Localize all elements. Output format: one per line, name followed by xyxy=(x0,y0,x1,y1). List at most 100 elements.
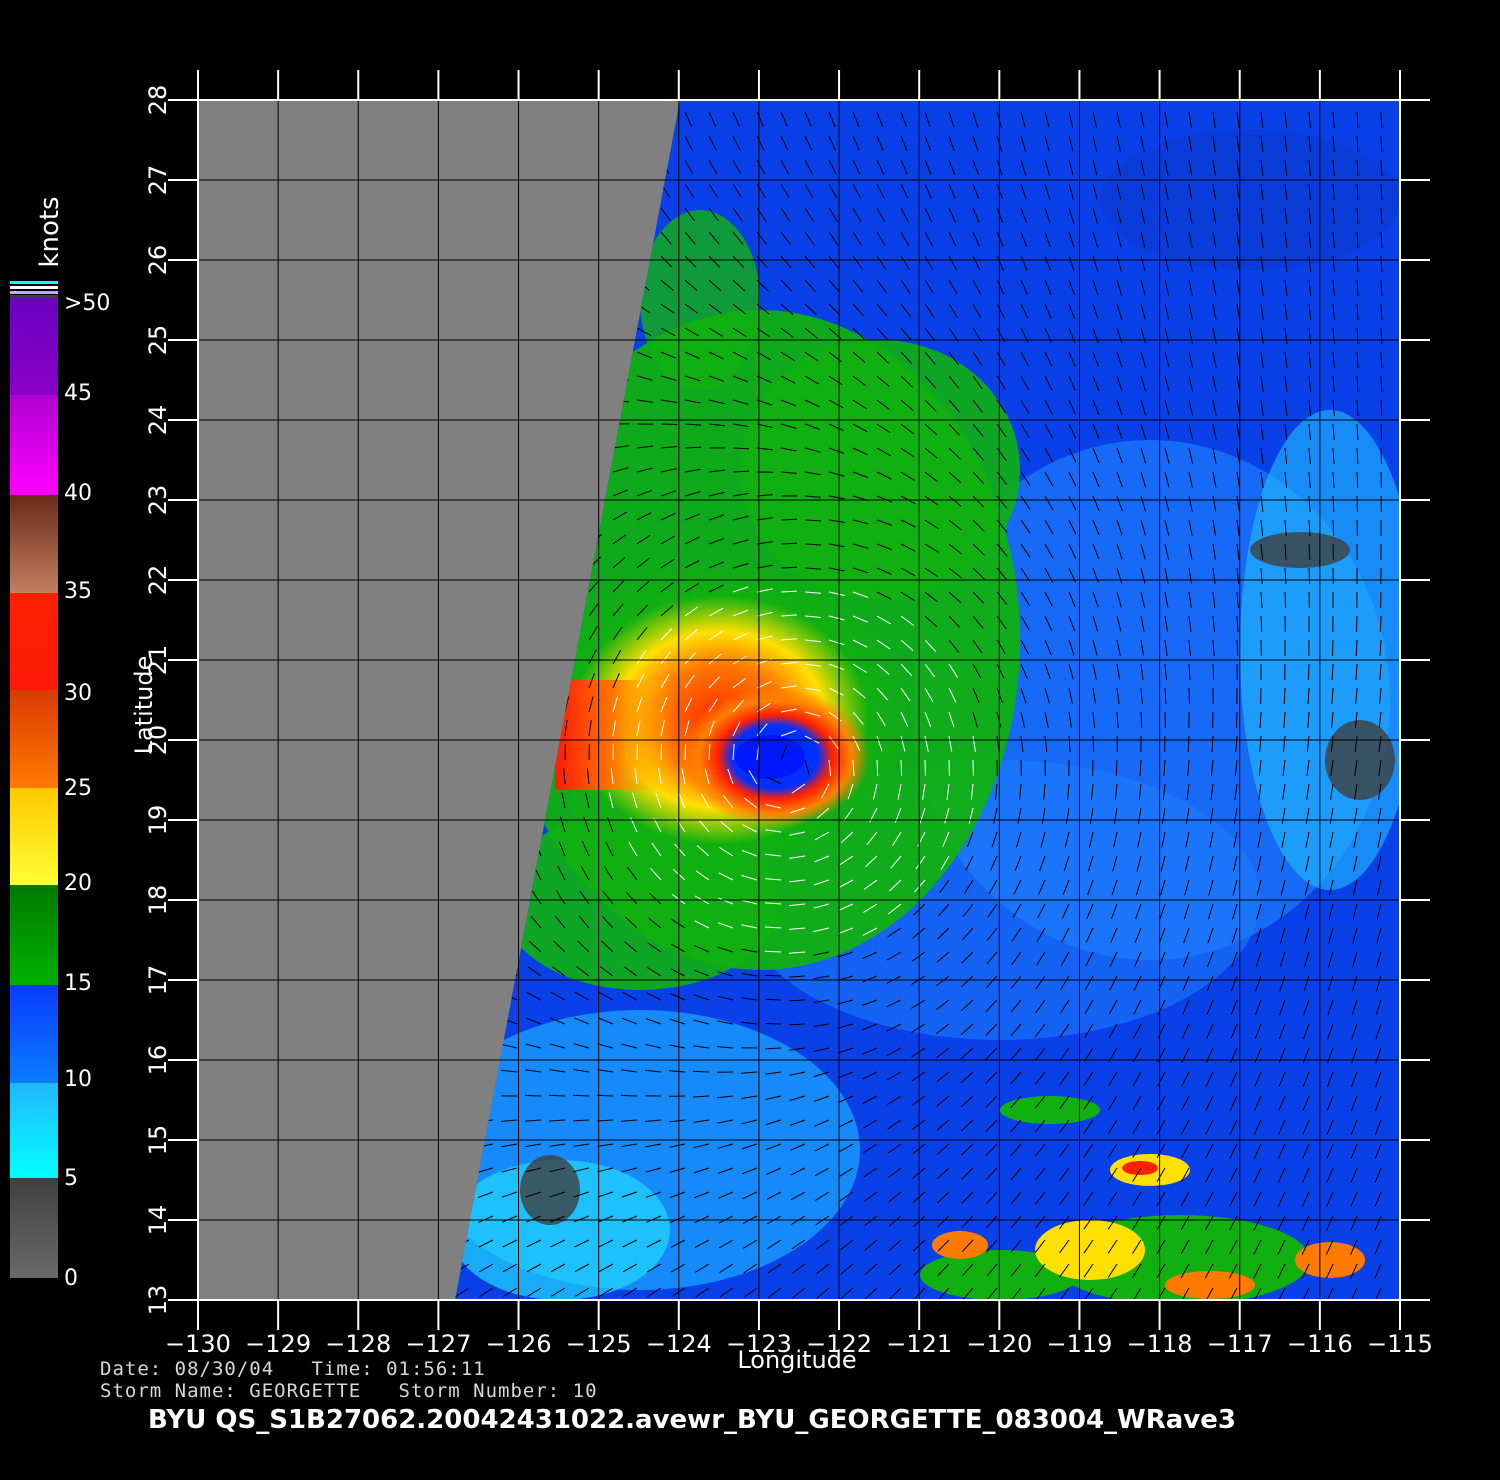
wind-vector xyxy=(1325,1263,1334,1279)
wind-vector xyxy=(765,829,782,833)
wind-vector xyxy=(1378,759,1382,776)
wind-vector xyxy=(1188,399,1194,416)
wind-vector xyxy=(708,630,723,641)
wind-vector xyxy=(501,1143,518,1148)
wind-vector xyxy=(574,991,590,1001)
wind-vector xyxy=(1212,423,1217,440)
wind-vector xyxy=(1020,207,1027,224)
wind-vector xyxy=(972,231,981,247)
wind-vector xyxy=(612,467,629,473)
x-tick-label: −116 xyxy=(1287,1330,1353,1358)
wind-vector xyxy=(1229,1239,1238,1255)
wind-vector xyxy=(900,447,915,458)
wind-vector xyxy=(756,541,773,545)
wind-vector xyxy=(1164,351,1170,368)
wind-vector xyxy=(1253,1191,1262,1207)
wind-vector xyxy=(1116,207,1122,224)
wind-vector xyxy=(924,663,935,678)
wind-vector xyxy=(1092,735,1095,753)
wind-vector xyxy=(876,231,886,246)
wind-vector xyxy=(1212,519,1217,536)
wind-vector xyxy=(816,807,830,819)
wind-vector xyxy=(748,769,758,785)
wind-vector xyxy=(1140,471,1147,488)
wind-vector xyxy=(581,841,590,857)
wind-vector xyxy=(996,639,1006,654)
wind-vector xyxy=(1011,927,1022,942)
wind-vector xyxy=(936,1095,950,1107)
wind-vector xyxy=(986,1287,998,1300)
wind-vector xyxy=(852,351,866,363)
wind-vector xyxy=(1059,1191,1070,1206)
wind-vector xyxy=(708,584,724,593)
wind-vector xyxy=(960,1047,974,1060)
wind-vector xyxy=(669,1167,686,1173)
wind-vector xyxy=(1284,591,1287,609)
wind-vector xyxy=(1378,783,1382,800)
wind-vector xyxy=(1212,591,1216,608)
wind-vector xyxy=(1236,591,1239,608)
wind-vector xyxy=(1183,927,1190,944)
wind-vector xyxy=(1353,807,1358,824)
wind-vector xyxy=(531,890,542,905)
wind-vector xyxy=(1205,1143,1214,1159)
wind-vector xyxy=(1326,1143,1334,1159)
wind-vector xyxy=(660,605,674,617)
wind-vector xyxy=(660,673,670,689)
wind-vector xyxy=(852,615,868,623)
wind-vector xyxy=(670,968,686,977)
wind-vector xyxy=(1010,1095,1022,1109)
wind-vector xyxy=(1116,303,1123,320)
wind-vector xyxy=(1305,855,1310,872)
wind-vector xyxy=(888,1215,902,1227)
wind-vector xyxy=(1020,279,1028,295)
wind-vector xyxy=(698,819,710,833)
wind-vector xyxy=(924,135,932,152)
wind-vector xyxy=(1183,903,1190,920)
wind-vector xyxy=(996,615,1007,630)
wind-vector xyxy=(732,399,749,405)
wind-vector xyxy=(961,1239,974,1253)
wind-vector xyxy=(1260,207,1264,224)
wind-vector xyxy=(1332,399,1335,417)
wind-vector xyxy=(939,879,950,894)
wind-vector xyxy=(804,255,816,269)
y-tick-label: 28 xyxy=(144,85,172,116)
wind-vector xyxy=(813,975,830,980)
wind-vector xyxy=(1260,567,1263,585)
wind-vector xyxy=(876,183,885,199)
wind-vector xyxy=(636,696,643,713)
wind-vector xyxy=(1260,327,1264,344)
wind-vector xyxy=(549,1167,566,1173)
wind-vector xyxy=(612,603,624,617)
wind-vector xyxy=(1279,951,1286,968)
wind-vector xyxy=(1083,1071,1094,1086)
wind-vector xyxy=(1135,903,1142,920)
wind-vector xyxy=(888,1191,902,1203)
wind-vector xyxy=(660,375,677,381)
wind-vector xyxy=(864,1263,878,1275)
wind-vector xyxy=(660,582,675,593)
wind-vector xyxy=(1068,111,1074,128)
wind-vector xyxy=(1308,159,1311,176)
wind-vector xyxy=(1020,423,1030,438)
wind-vector xyxy=(660,650,672,665)
wind-vector xyxy=(718,897,734,905)
y-tick-label: 27 xyxy=(144,165,172,196)
wind-vector xyxy=(598,1215,614,1223)
wind-vector xyxy=(1138,783,1142,800)
wind-vector xyxy=(924,327,935,342)
wind-vector xyxy=(1236,183,1240,200)
wind-vector xyxy=(551,1287,566,1297)
wind-vector xyxy=(741,1119,758,1125)
wind-vector xyxy=(732,159,742,175)
wind-vector xyxy=(1164,279,1170,296)
wind-vector xyxy=(1260,303,1264,320)
wind-vector xyxy=(864,1287,878,1300)
wind-vector xyxy=(890,855,902,869)
wind-vector xyxy=(767,1239,782,1250)
wind-vector xyxy=(708,183,719,198)
wind-vector xyxy=(828,663,845,671)
wind-vector xyxy=(924,207,933,223)
wind-vector xyxy=(561,792,566,809)
